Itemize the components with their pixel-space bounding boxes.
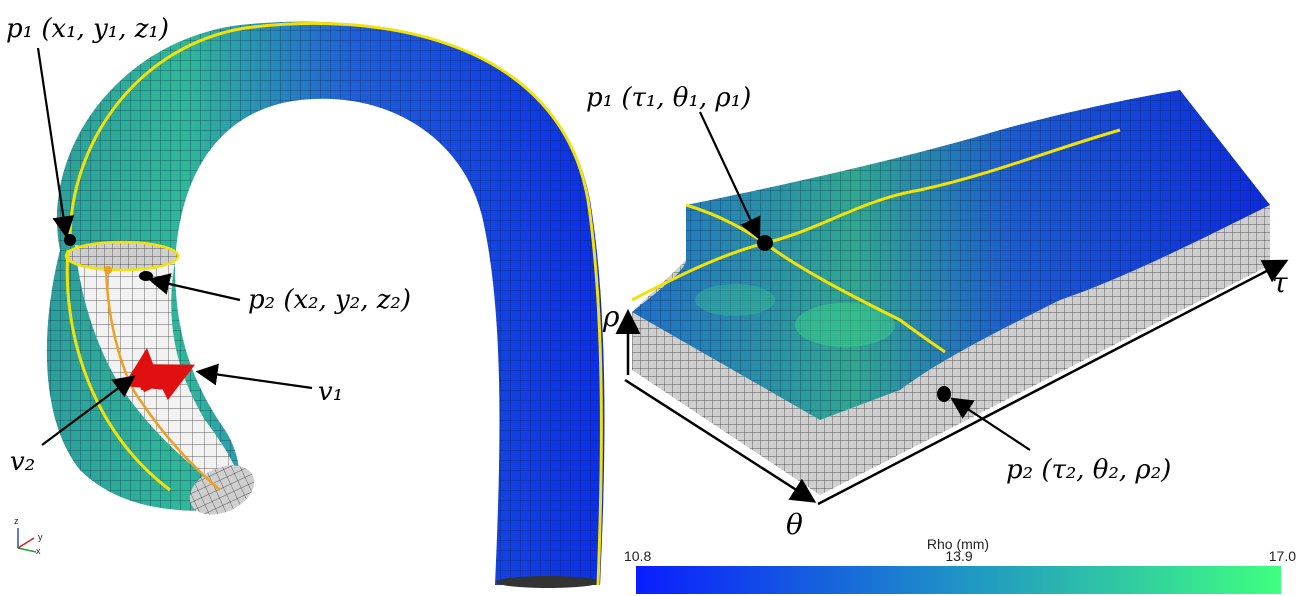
- arrow-v2: [41, 375, 136, 446]
- label-p1-tau: p₁ (τ₁, θ₁, ρ₁): [586, 83, 751, 113]
- aorta-centerline: [68, 21, 603, 586]
- triad-z: z: [14, 516, 19, 526]
- triad-x: x: [36, 546, 41, 556]
- arrow-p1-right: [699, 111, 761, 240]
- vector-v2: [123, 348, 164, 391]
- point-p2-right: [937, 386, 951, 402]
- colorbar-max: 17.0: [1269, 548, 1296, 564]
- label-tau: τ: [1272, 266, 1288, 299]
- label-theta: θ: [786, 508, 803, 541]
- label-p2-xyz: p₂ (x₂, y₂, z₂): [248, 285, 411, 315]
- axis-theta: [624, 378, 817, 503]
- aorta-mesh: [46, 21, 605, 588]
- orientation-triad: z y x: [14, 516, 43, 556]
- arrow-p2-right: [950, 397, 1031, 451]
- colorbar-mid: 13.9: [945, 548, 972, 564]
- colorbar-min: 10.8: [624, 548, 651, 564]
- label-v2: v₂: [10, 447, 35, 477]
- colorbar-title: Rho (mm): [927, 536, 989, 552]
- colorbar: Rho (mm) 10.8 13.9 17.0: [624, 536, 1296, 594]
- colorbar-gradient: [636, 566, 1281, 594]
- label-p2-tau: p₂ (τ₂, θ₂, ρ₂): [1006, 455, 1171, 485]
- point-orange: [104, 266, 112, 274]
- label-p1-xyz: p₁ (x₁, y₁, z₁): [6, 14, 169, 44]
- label-v1: v₁: [318, 377, 343, 407]
- inner-seam: [104, 267, 221, 491]
- slab-front: [820, 205, 1270, 495]
- arrow-p1-left: [36, 47, 75, 239]
- label-rho: ρ: [602, 300, 620, 333]
- slab-line-theta: [631, 241, 946, 354]
- arrow-p2-left: [147, 273, 241, 302]
- triad-y: y: [38, 532, 43, 542]
- point-p1-right: [757, 235, 773, 251]
- arrow-v1: [195, 363, 313, 390]
- cross-section-end: [496, 576, 600, 588]
- point-p1-left: [64, 234, 76, 246]
- point-p2-left: [139, 271, 153, 281]
- unrolled-slab: [631, 90, 1270, 495]
- axis-tau: [817, 259, 1289, 506]
- cross-section-top: [64, 240, 180, 272]
